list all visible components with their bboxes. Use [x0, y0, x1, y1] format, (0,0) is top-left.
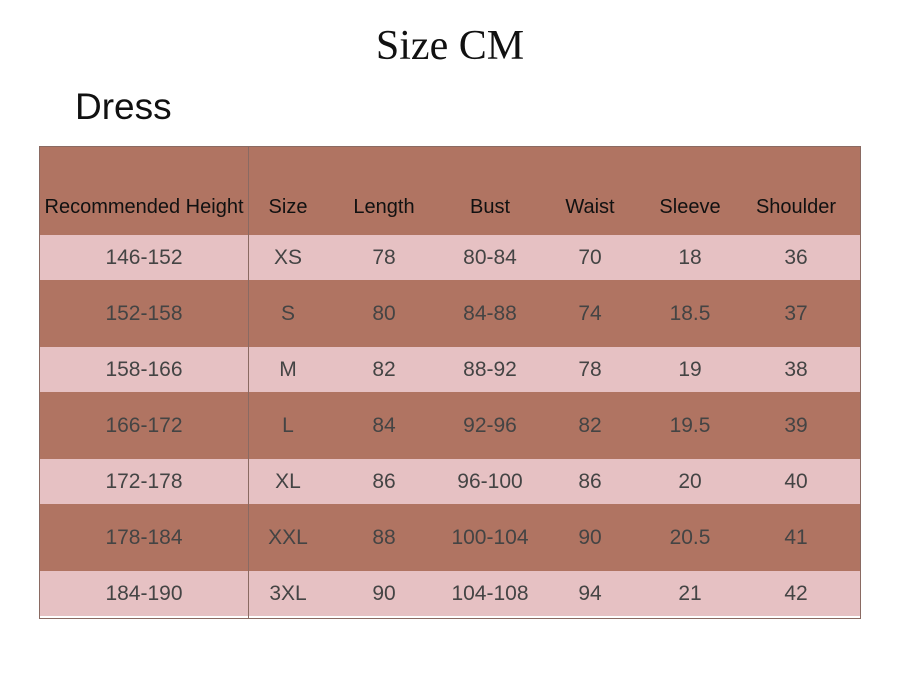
- column-divider: [248, 147, 249, 618]
- table-row: 184-190 3XL 90 104-108 94 21 42: [40, 571, 860, 616]
- table-cell: 100-104: [451, 525, 529, 549]
- table-cell: 18: [678, 245, 702, 269]
- table-cell: 86: [372, 469, 396, 493]
- table-cell: 20.5: [669, 525, 711, 549]
- table-cell: 20: [678, 469, 702, 493]
- table-cell: L: [282, 413, 294, 437]
- header-cell: Length: [353, 196, 415, 218]
- table-cell: 40: [784, 469, 808, 493]
- table-cell: 39: [784, 413, 808, 437]
- table-row: 158-166 M 82 88-92 78 19 38: [40, 347, 860, 392]
- table-cell: 38: [784, 357, 808, 381]
- table-cell: S: [280, 301, 295, 325]
- table-cell: 19: [678, 357, 702, 381]
- table-cell: 158-166: [105, 357, 183, 381]
- table-cell: 37: [784, 301, 808, 325]
- table-cell: 78: [578, 357, 602, 381]
- table-cell: 178-184: [105, 525, 183, 549]
- table-cell: 18.5: [669, 301, 711, 325]
- table-cell: 41: [784, 525, 808, 549]
- table-cell: 104-108: [451, 581, 529, 605]
- header-cell: Size: [268, 196, 308, 218]
- table-cell: 19.5: [669, 413, 711, 437]
- section-title: Dress: [75, 86, 172, 127]
- table-cell: 88: [372, 525, 396, 549]
- table-cell: 146-152: [105, 245, 183, 269]
- header-cell: Bust: [469, 196, 511, 218]
- table-cell: 90: [578, 525, 602, 549]
- table-row: 178-184 XXL 88 100-104 90 20.5 41: [40, 504, 860, 571]
- table-row: 146-152 XS 78 80-84 70 18 36: [40, 235, 860, 280]
- table-cell: XL: [275, 469, 301, 493]
- table-cell: XXL: [268, 525, 308, 549]
- table-cell: 96-100: [457, 469, 523, 493]
- header-cell: Sleeve: [659, 196, 721, 218]
- header-cell: Waist: [565, 196, 615, 218]
- table-row: 172-178 XL 86 96-100 86 20 40: [40, 459, 860, 504]
- table-cell: 84-88: [463, 301, 517, 325]
- table-row: 152-158 S 80 84-88 74 18.5 37: [40, 280, 860, 347]
- table-cell: 92-96: [463, 413, 517, 437]
- table-cell: 82: [372, 357, 396, 381]
- table-cell: 80: [372, 301, 396, 325]
- header-row: Recommended Height Size Length Bust Waist Sle…: [40, 147, 860, 235]
- page-title: Size CM: [375, 23, 525, 69]
- header-cell: Shoulder: [755, 196, 837, 218]
- table-cell: 84: [372, 413, 396, 437]
- table-cell: 82: [578, 413, 602, 437]
- table-cell: 36: [784, 245, 808, 269]
- header-cell: Recommended Height: [44, 196, 244, 218]
- table-cell: 21: [678, 581, 702, 605]
- table-cell: 42: [784, 581, 808, 605]
- table-cell: 78: [372, 245, 396, 269]
- table-cell: M: [279, 357, 297, 381]
- table-cell: 152-158: [105, 301, 183, 325]
- table-cell: 3XL: [269, 581, 307, 605]
- table-cell: 94: [578, 581, 602, 605]
- table-cell: 166-172: [105, 413, 183, 437]
- size-table: Recommended Height Size Length Bust Waist Sle…: [39, 146, 861, 619]
- table-cell: 88-92: [463, 357, 517, 381]
- table-cell: 70: [578, 245, 602, 269]
- table-cell: 90: [372, 581, 396, 605]
- table-cell: 172-178: [105, 469, 183, 493]
- table-cell: 80-84: [463, 245, 517, 269]
- table-row: 166-172 L 84 92-96 82 19.5 39: [40, 392, 860, 459]
- table-cell: 86: [578, 469, 602, 493]
- table-cell: 184-190: [105, 581, 183, 605]
- table-cell: 74: [578, 301, 602, 325]
- table-cell: XS: [273, 245, 302, 269]
